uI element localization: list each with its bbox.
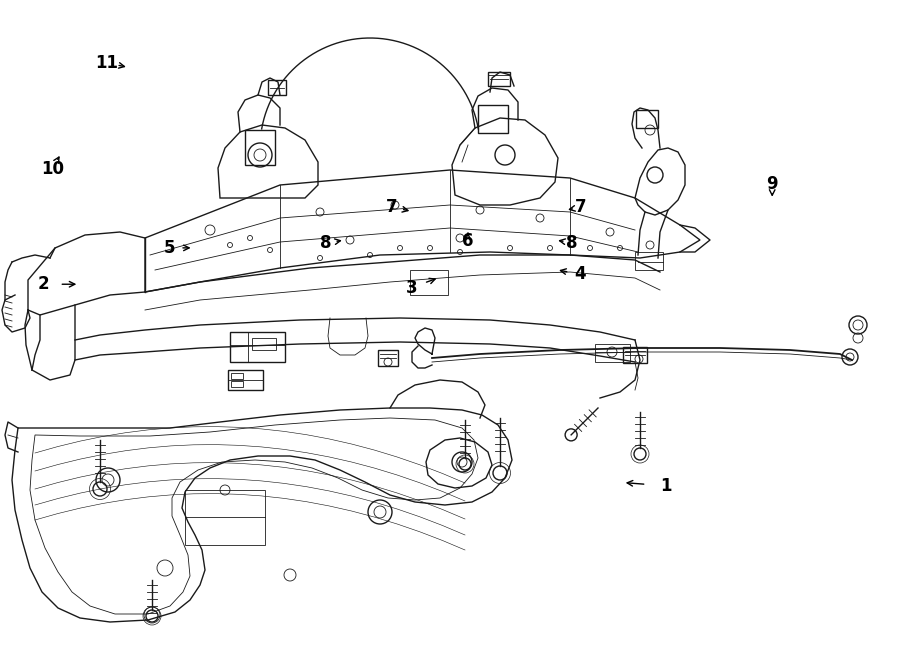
Bar (231, 381, 243, 387)
Bar (268, 80, 286, 95)
Text: 4: 4 (575, 265, 586, 284)
Text: 1: 1 (661, 477, 671, 495)
Text: 8: 8 (320, 234, 331, 253)
Bar (378, 350, 398, 366)
Text: 9: 9 (767, 175, 778, 193)
Bar (185, 490, 265, 545)
Text: 8: 8 (565, 234, 583, 253)
Bar (623, 347, 647, 363)
Text: 10: 10 (40, 159, 64, 178)
Bar (410, 270, 448, 295)
Bar (595, 344, 630, 362)
Bar (245, 130, 275, 165)
Text: 6: 6 (463, 232, 473, 251)
Bar (635, 252, 663, 270)
Bar (252, 338, 276, 350)
Bar (228, 370, 263, 390)
Bar (636, 110, 658, 128)
Text: 7: 7 (386, 198, 397, 216)
Bar (231, 373, 243, 379)
Text: 11: 11 (94, 54, 118, 72)
Text: 2: 2 (38, 275, 49, 293)
Text: 7: 7 (574, 198, 592, 216)
Bar (478, 105, 508, 133)
Bar (230, 332, 285, 362)
Bar (488, 72, 510, 86)
Text: 3: 3 (406, 278, 417, 297)
Text: 5: 5 (164, 239, 175, 257)
